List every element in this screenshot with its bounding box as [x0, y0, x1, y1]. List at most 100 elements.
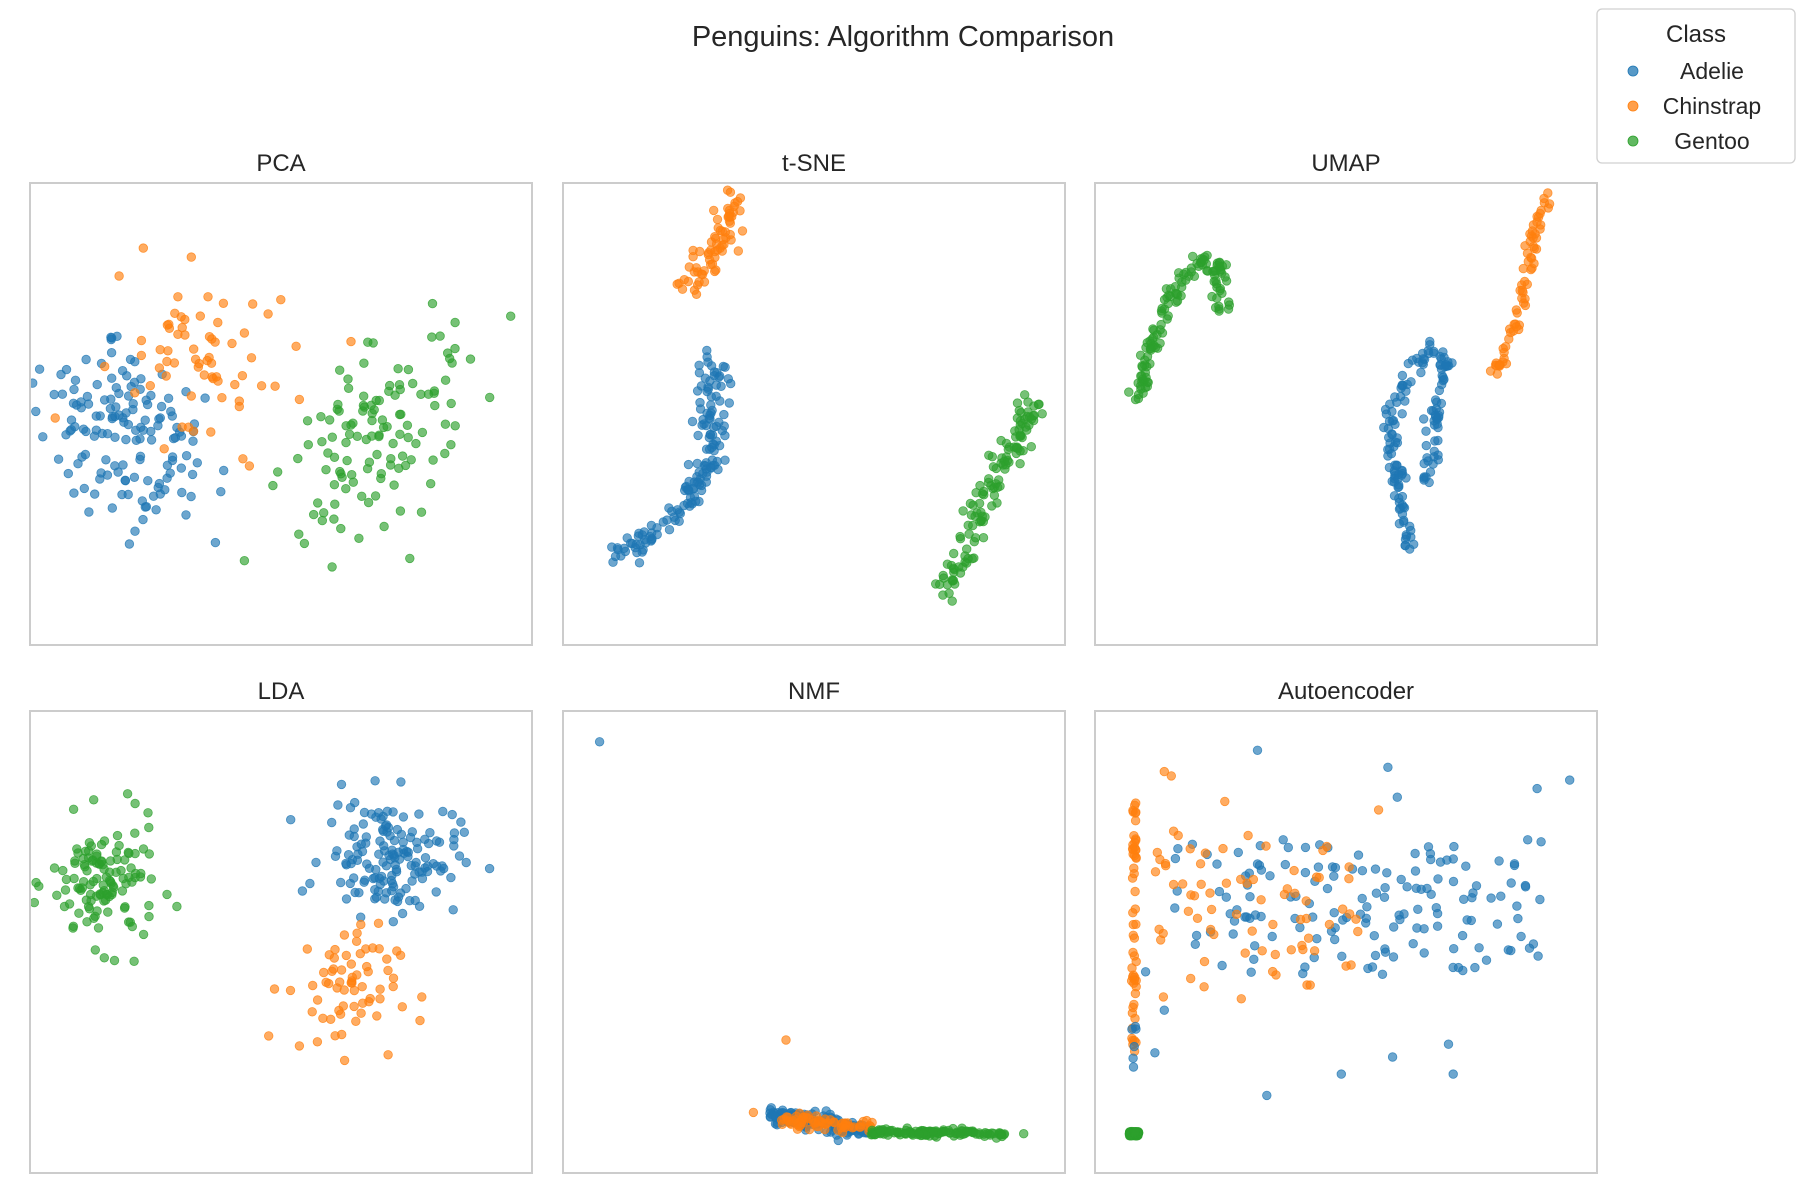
point-chinstrap	[1235, 874, 1246, 885]
point-chinstrap	[339, 1055, 350, 1066]
point-adelie	[129, 472, 140, 483]
point-adelie	[1298, 968, 1308, 979]
subplot-lda: LDA	[29, 678, 533, 1174]
point-chinstrap	[246, 353, 257, 363]
point-adelie	[34, 364, 45, 374]
point-chinstrap	[1200, 848, 1211, 858]
point-gentoo	[317, 437, 327, 447]
point-gentoo	[1023, 397, 1033, 407]
point-adelie	[1214, 886, 1225, 897]
point-gentoo	[78, 853, 89, 864]
point-adelie	[11, 354, 20, 363]
point-adelie	[436, 866, 446, 876]
point-chinstrap	[336, 965, 347, 975]
point-gentoo	[96, 839, 107, 850]
point-adelie	[420, 863, 430, 873]
point-adelie	[1536, 837, 1546, 847]
point-adelie	[1170, 853, 1181, 864]
point-adelie	[1418, 414, 1429, 424]
point-gentoo	[146, 874, 157, 884]
point-gentoo	[428, 455, 438, 465]
point-gentoo	[369, 405, 379, 415]
point-chinstrap	[163, 346, 173, 356]
point-adelie	[1449, 841, 1459, 852]
point-gentoo	[111, 847, 122, 857]
point-adelie	[65, 426, 75, 436]
point-adelie	[311, 857, 321, 868]
point-chinstrap	[154, 363, 165, 373]
point-adelie	[84, 507, 94, 517]
point-chinstrap	[341, 950, 352, 961]
point-gentoo	[130, 872, 140, 883]
point-gentoo	[329, 480, 340, 490]
point-gentoo	[445, 353, 455, 364]
point-adelie	[383, 822, 394, 833]
point-adelie	[136, 374, 146, 384]
point-adelie	[682, 484, 693, 495]
point-chinstrap	[138, 243, 149, 253]
point-adelie	[1252, 745, 1263, 756]
point-gentoo	[294, 529, 304, 539]
point-adelie	[1494, 856, 1504, 866]
point-adelie	[632, 547, 642, 558]
point-gentoo	[64, 899, 75, 909]
point-gentoo	[329, 514, 339, 524]
point-adelie	[687, 416, 698, 427]
point-adelie	[1360, 918, 1371, 928]
point-chinstrap	[1154, 924, 1164, 935]
legend-marker	[1627, 100, 1639, 112]
point-chinstrap	[1206, 904, 1217, 915]
point-chinstrap	[329, 953, 340, 963]
point-gentoo	[138, 929, 149, 940]
point-adelie	[1506, 878, 1516, 888]
point-adelie	[1246, 967, 1256, 977]
point-adelie	[1371, 888, 1382, 898]
point-adelie	[1256, 865, 1267, 875]
point-chinstrap	[1303, 933, 1314, 943]
point-gentoo	[83, 901, 94, 912]
point-chinstrap	[706, 237, 717, 247]
point-chinstrap	[1240, 948, 1250, 958]
points-layer	[11, 243, 516, 572]
point-adelie	[696, 480, 707, 491]
point-gentoo	[465, 354, 476, 364]
point-gentoo	[1037, 409, 1047, 419]
point-adelie	[1128, 1053, 1138, 1063]
point-gentoo	[325, 415, 335, 425]
point-gentoo	[379, 521, 389, 532]
point-gentoo	[92, 906, 102, 916]
point-chinstrap	[352, 928, 362, 938]
point-adelie	[1564, 775, 1575, 785]
point-chinstrap	[1129, 978, 1139, 988]
point-gentoo	[130, 798, 140, 809]
point-chinstrap	[1243, 830, 1253, 841]
point-adelie	[1329, 871, 1339, 881]
point-chinstrap	[1256, 895, 1266, 905]
point-adelie	[1173, 844, 1183, 854]
point-adelie	[188, 436, 198, 446]
point-adelie	[1357, 893, 1367, 904]
point-gentoo	[405, 553, 415, 564]
point-gentoo	[359, 391, 369, 401]
point-chinstrap	[1131, 919, 1141, 930]
point-adelie	[411, 857, 421, 868]
point-chinstrap	[1128, 908, 1138, 918]
point-gentoo	[344, 429, 355, 440]
point-adelie	[694, 368, 705, 378]
point-gentoo	[411, 438, 421, 449]
point-chinstrap	[372, 1011, 382, 1021]
point-chinstrap	[285, 985, 296, 996]
point-gentoo	[987, 452, 998, 462]
point-gentoo	[122, 789, 133, 799]
point-adelie	[18, 454, 27, 463]
point-adelie	[1433, 874, 1443, 884]
point-gentoo	[430, 400, 440, 411]
point-gentoo	[88, 795, 99, 805]
legend-item-gentoo: Gentoo	[1627, 128, 1750, 154]
points-layer	[31, 776, 495, 1066]
point-adelie	[366, 809, 377, 819]
point-chinstrap	[1220, 796, 1230, 807]
point-adelie	[1397, 466, 1407, 476]
point-adelie	[720, 430, 730, 441]
point-adelie	[1170, 903, 1180, 913]
